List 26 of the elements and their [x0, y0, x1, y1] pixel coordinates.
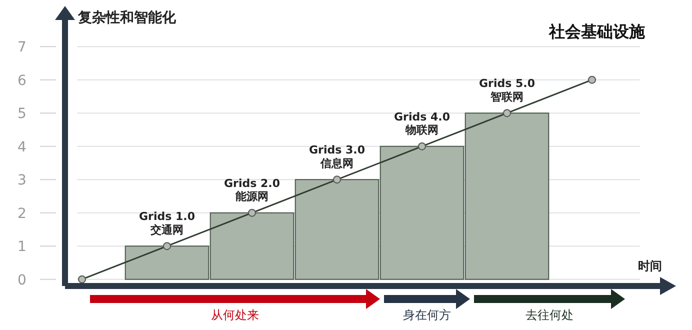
- point: [503, 109, 511, 118]
- point: [163, 242, 171, 250]
- y-tick-label: 6: [18, 72, 27, 89]
- point: [248, 208, 256, 217]
- chart-title: 社会基础设施: [548, 22, 646, 41]
- text: 从何处来: [211, 308, 259, 322]
- annotation: Grids 2.0 能源网: [224, 176, 280, 204]
- y-axis-title: 复杂性和智能化: [77, 10, 177, 26]
- y-tick-label: 5: [18, 106, 26, 122]
- annotation: Grids 3.0 信息网: [309, 144, 366, 170]
- point: [418, 142, 426, 150]
- y-tick-label: 4: [18, 139, 27, 156]
- point: [78, 275, 86, 284]
- y-tick-label: 0: [18, 272, 26, 288]
- text: 身在何方: [403, 308, 451, 322]
- y-tick-label: 2: [18, 206, 26, 222]
- annotation: Grids 5.0 智联网: [479, 77, 536, 104]
- text: 去往何处: [526, 308, 574, 322]
- annotation: Grids 4.0 物联网: [394, 110, 450, 137]
- y-tick-label: 1: [18, 239, 26, 256]
- annotation: Grids 1.0 交通网: [139, 210, 196, 236]
- point: [588, 76, 596, 84]
- y-tick-label: 3: [18, 172, 26, 189]
- x-axis-title: 时间: [638, 259, 662, 273]
- point: [333, 176, 341, 184]
- y-tick-label: 7: [18, 40, 26, 56]
